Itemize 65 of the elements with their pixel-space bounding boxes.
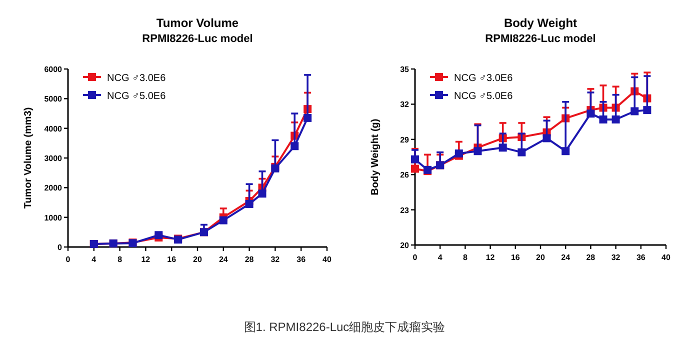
x-tick-label: 40 xyxy=(322,255,332,264)
point xyxy=(411,155,419,164)
x-tick-label: 40 xyxy=(662,253,671,262)
x-tick-label: 4 xyxy=(438,253,443,262)
x-tick-label: 16 xyxy=(510,253,520,262)
y-tick-label: 0 xyxy=(58,243,63,252)
point xyxy=(562,147,570,156)
point xyxy=(290,142,299,150)
x-tick-label: 12 xyxy=(486,253,496,262)
x-tick-label: 36 xyxy=(296,255,306,264)
x-tick-label: 0 xyxy=(412,253,418,262)
y-tick-label: 32 xyxy=(400,100,410,110)
x-tick-label: 32 xyxy=(611,253,621,262)
point xyxy=(498,144,507,152)
x-tick-label: 32 xyxy=(270,255,280,264)
point xyxy=(612,115,620,124)
x-tick-label: 20 xyxy=(193,255,202,264)
x-tick-label: 20 xyxy=(536,253,546,262)
y-tick-label: 35 xyxy=(400,65,410,74)
point xyxy=(474,147,482,156)
chart-title: Tumor Volume xyxy=(156,16,239,30)
legend-label: NCG ♂3.0E6 xyxy=(454,73,514,84)
point xyxy=(518,148,526,156)
point xyxy=(643,106,652,114)
y-tick-label: 26 xyxy=(400,170,410,180)
x-tick-label: 36 xyxy=(636,253,646,262)
y-axis-title: Body Weight (g) xyxy=(370,118,381,196)
point xyxy=(599,115,608,124)
point xyxy=(630,107,639,116)
x-tick-label: 28 xyxy=(244,255,254,264)
point xyxy=(258,190,266,198)
y-tick-label: 20 xyxy=(400,241,410,250)
y-tick-label: 2000 xyxy=(44,184,63,193)
y-axis-title: Tumor Volume (mm3) xyxy=(23,107,34,209)
y-tick-label: 5000 xyxy=(44,94,63,104)
x-tick-label: 0 xyxy=(66,255,71,264)
point xyxy=(542,134,551,142)
chart-title: Body Weight xyxy=(504,16,578,30)
point xyxy=(411,164,419,173)
x-tick-label: 16 xyxy=(167,255,177,264)
legend-label: NCG ♂3.0E6 xyxy=(107,73,166,84)
y-tick-label: 3000 xyxy=(44,154,63,163)
point xyxy=(154,231,163,240)
x-tick-label: 28 xyxy=(586,253,596,262)
point xyxy=(219,216,228,224)
y-tick-label: 23 xyxy=(400,206,410,215)
x-tick-label: 4 xyxy=(92,255,97,264)
caption: 图1. RPMI8226-Luc细胞皮下成瘤实验 xyxy=(244,320,446,334)
point xyxy=(245,200,254,208)
x-tick-label: 24 xyxy=(561,253,571,262)
x-tick-label: 8 xyxy=(118,255,123,264)
legend-label: NCG ♂5.0E6 xyxy=(454,91,514,102)
x-tick-label: 8 xyxy=(462,253,468,262)
chart-subtitle: RPMI8226-Luc model xyxy=(142,33,253,45)
chart-subtitle: RPMI8226-Luc model xyxy=(485,33,596,45)
point xyxy=(586,110,595,118)
point xyxy=(304,114,312,122)
point xyxy=(454,149,463,158)
y-tick-label: 6000 xyxy=(44,65,63,74)
y-tick-label: 4000 xyxy=(44,124,63,134)
y-tick-label: 29 xyxy=(400,135,410,144)
y-tick-label: 1000 xyxy=(44,213,63,222)
x-tick-label: 24 xyxy=(218,255,228,264)
x-tick-label: 12 xyxy=(141,255,151,264)
legend-label: NCG ♂5.0E6 xyxy=(107,91,166,102)
